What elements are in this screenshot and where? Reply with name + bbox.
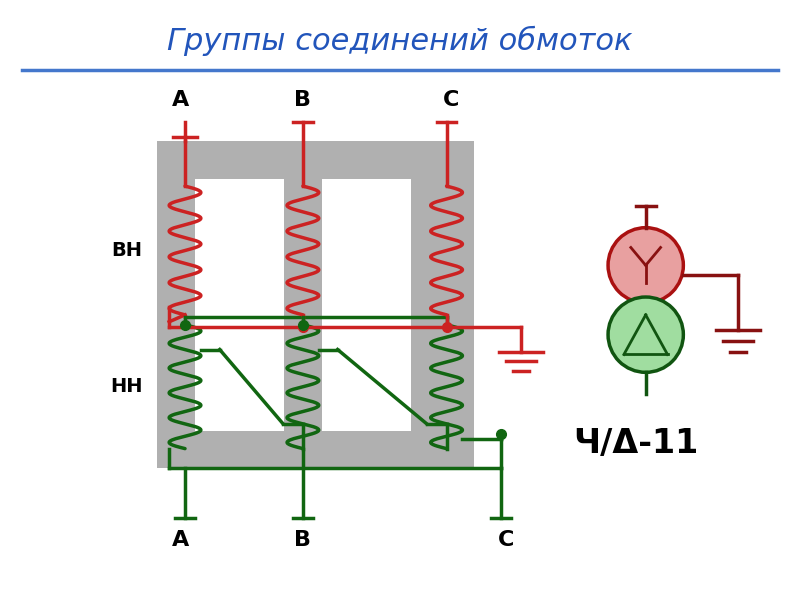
Text: A: A [171, 530, 189, 550]
Text: C: C [443, 90, 460, 110]
Text: C: C [498, 530, 514, 550]
Bar [195, 179, 284, 431]
Text: A: A [171, 90, 189, 110]
Circle shape [608, 297, 683, 373]
Bar [158, 142, 474, 469]
Text: НН: НН [110, 377, 142, 396]
Text: B: B [294, 90, 311, 110]
Text: ВН: ВН [111, 241, 142, 260]
Circle shape [608, 227, 683, 303]
Bar [322, 179, 411, 431]
Text: B: B [294, 530, 311, 550]
Text: Ч/Δ-11: Ч/Δ-11 [573, 427, 698, 460]
Text: Группы соединений обмоток: Группы соединений обмоток [167, 25, 633, 56]
